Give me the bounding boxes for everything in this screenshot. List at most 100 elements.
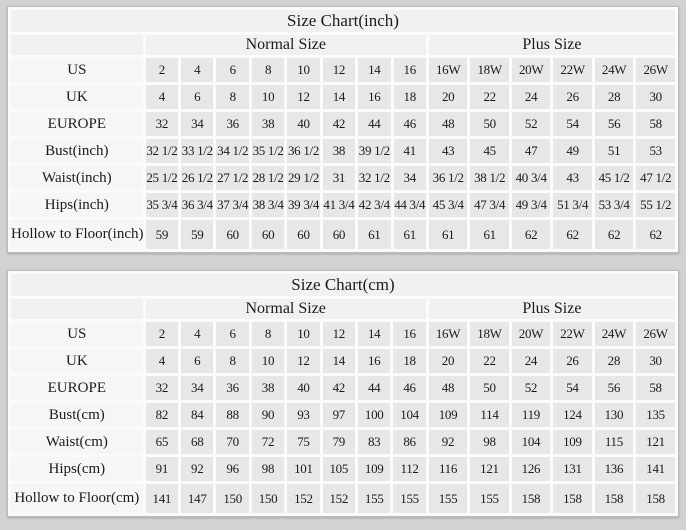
data-cell: 47 3/4 <box>470 193 509 217</box>
data-cell: 97 <box>322 403 355 427</box>
row-label: UK <box>11 85 143 109</box>
data-cell: 12 <box>322 58 356 82</box>
data-cell: 31 <box>322 166 356 190</box>
data-cell: 72 <box>251 430 285 454</box>
row-label: Bust(cm) <box>11 403 143 427</box>
data-cell: 34 <box>393 166 426 190</box>
data-cell: 16W <box>428 322 468 346</box>
data-cell: 8 <box>251 58 285 82</box>
data-cell: 28 1/2 <box>251 166 285 190</box>
corner-cell <box>11 299 143 319</box>
data-cell: 155 <box>470 484 509 513</box>
data-cell: 53 <box>636 139 675 163</box>
data-cell: 22 <box>470 85 509 109</box>
data-cell: 152 <box>322 484 355 513</box>
data-cell: 32 1/2 <box>358 166 391 190</box>
data-cell: 45 1/2 <box>594 166 634 190</box>
group-header-normal-size: Normal Size <box>145 35 426 55</box>
data-cell: 58 <box>636 376 675 400</box>
group-header-plus-size: Plus Size <box>428 35 675 55</box>
row-label: Waist(inch) <box>11 166 143 190</box>
data-cell: 105 <box>322 457 355 481</box>
data-cell: 10 <box>287 58 320 82</box>
data-cell: 10 <box>287 322 320 346</box>
data-cell: 12 <box>322 322 355 346</box>
data-cell: 51 3/4 <box>553 193 592 217</box>
data-cell: 46 <box>393 376 426 400</box>
data-cell: 158 <box>594 484 634 513</box>
data-cell: 26W <box>636 322 675 346</box>
data-cell: 52 <box>511 376 551 400</box>
data-cell: 124 <box>553 403 592 427</box>
data-cell: 115 <box>594 430 634 454</box>
data-cell: 58 <box>636 112 675 136</box>
data-cell: 104 <box>511 430 551 454</box>
data-cell: 41 <box>393 139 426 163</box>
data-cell: 61 <box>358 220 391 249</box>
data-cell: 62 <box>553 220 592 249</box>
data-cell: 82 <box>145 403 179 427</box>
title-row: Size Chart(inch) <box>11 10 675 32</box>
data-cell: 46 <box>393 112 426 136</box>
table-row: US 2 4 6 8 10 12 14 16 16W 18W 20W 22W 24W 26W <box>11 58 675 82</box>
data-cell: 114 <box>470 403 509 427</box>
row-label: US <box>11 58 143 82</box>
row-label: EUROPE <box>11 112 143 136</box>
data-cell: 45 3/4 <box>428 193 468 217</box>
data-cell: 38 <box>251 112 285 136</box>
table-row: UK 4 6 8 10 12 14 16 18 20 22 24 26 28 30 <box>11 85 675 109</box>
data-cell: 50 <box>470 112 509 136</box>
data-cell: 54 <box>553 112 592 136</box>
data-cell: 92 <box>181 457 214 481</box>
data-cell: 22W <box>553 322 592 346</box>
data-cell: 8 <box>251 322 285 346</box>
data-cell: 56 <box>594 112 634 136</box>
table-row: Waist(cm) 65 68 70 72 75 79 83 86 92 98 104 109 115 12… <box>11 430 675 454</box>
data-cell: 100 <box>357 403 391 427</box>
table-title: Size Chart(cm) <box>11 274 675 296</box>
data-cell: 150 <box>216 484 249 513</box>
data-cell: 20W <box>511 58 551 82</box>
size-chart-inch-table: Size Chart(inch) Normal Size Plus Size US 2 4… <box>7 6 679 253</box>
data-cell: 47 1/2 <box>636 166 675 190</box>
table-row: Hollow to Floor(cm) 141 147 150 150 152 152 155… <box>11 484 675 513</box>
data-cell: 75 <box>287 430 320 454</box>
data-cell: 65 <box>145 430 179 454</box>
data-cell: 45 <box>470 139 509 163</box>
data-cell: 18W <box>470 58 509 82</box>
data-cell: 43 <box>428 139 468 163</box>
data-cell: 56 <box>594 376 634 400</box>
data-cell: 38 <box>251 376 285 400</box>
data-cell: 37 3/4 <box>216 193 249 217</box>
row-label: Hollow to Floor(inch) <box>11 220 144 249</box>
data-cell: 16 <box>393 58 426 82</box>
data-cell: 34 1/2 <box>216 139 249 163</box>
data-cell: 152 <box>287 484 320 513</box>
data-cell: 28 <box>594 85 634 109</box>
data-cell: 98 <box>470 430 509 454</box>
data-cell: 155 <box>357 484 391 513</box>
group-header-normal-size: Normal Size <box>145 299 426 319</box>
size-chart-page: Size Chart(inch) Normal Size Plus Size US 2 4… <box>7 6 679 517</box>
data-cell: 16 <box>357 349 391 373</box>
data-cell: 36 1/2 <box>428 166 468 190</box>
data-cell: 53 3/4 <box>594 193 634 217</box>
data-cell: 147 <box>181 484 214 513</box>
data-cell: 25 1/2 <box>145 166 179 190</box>
data-cell: 6 <box>181 349 214 373</box>
data-cell: 104 <box>393 403 426 427</box>
data-cell: 98 <box>251 457 285 481</box>
data-cell: 101 <box>287 457 320 481</box>
data-cell: 93 <box>287 403 320 427</box>
data-cell: 26W <box>636 58 675 82</box>
row-label: Bust(inch) <box>11 139 143 163</box>
data-cell: 158 <box>511 484 551 513</box>
data-cell: 41 3/4 <box>322 193 356 217</box>
data-cell: 109 <box>357 457 391 481</box>
data-cell: 60 <box>251 220 285 249</box>
data-cell: 2 <box>145 58 179 82</box>
table-row: Hollow to Floor(inch) 59 59 60 60 60 60 61 61 61 6… <box>11 220 675 249</box>
data-cell: 40 3/4 <box>511 166 551 190</box>
data-cell: 60 <box>322 220 356 249</box>
data-cell: 14 <box>322 85 356 109</box>
